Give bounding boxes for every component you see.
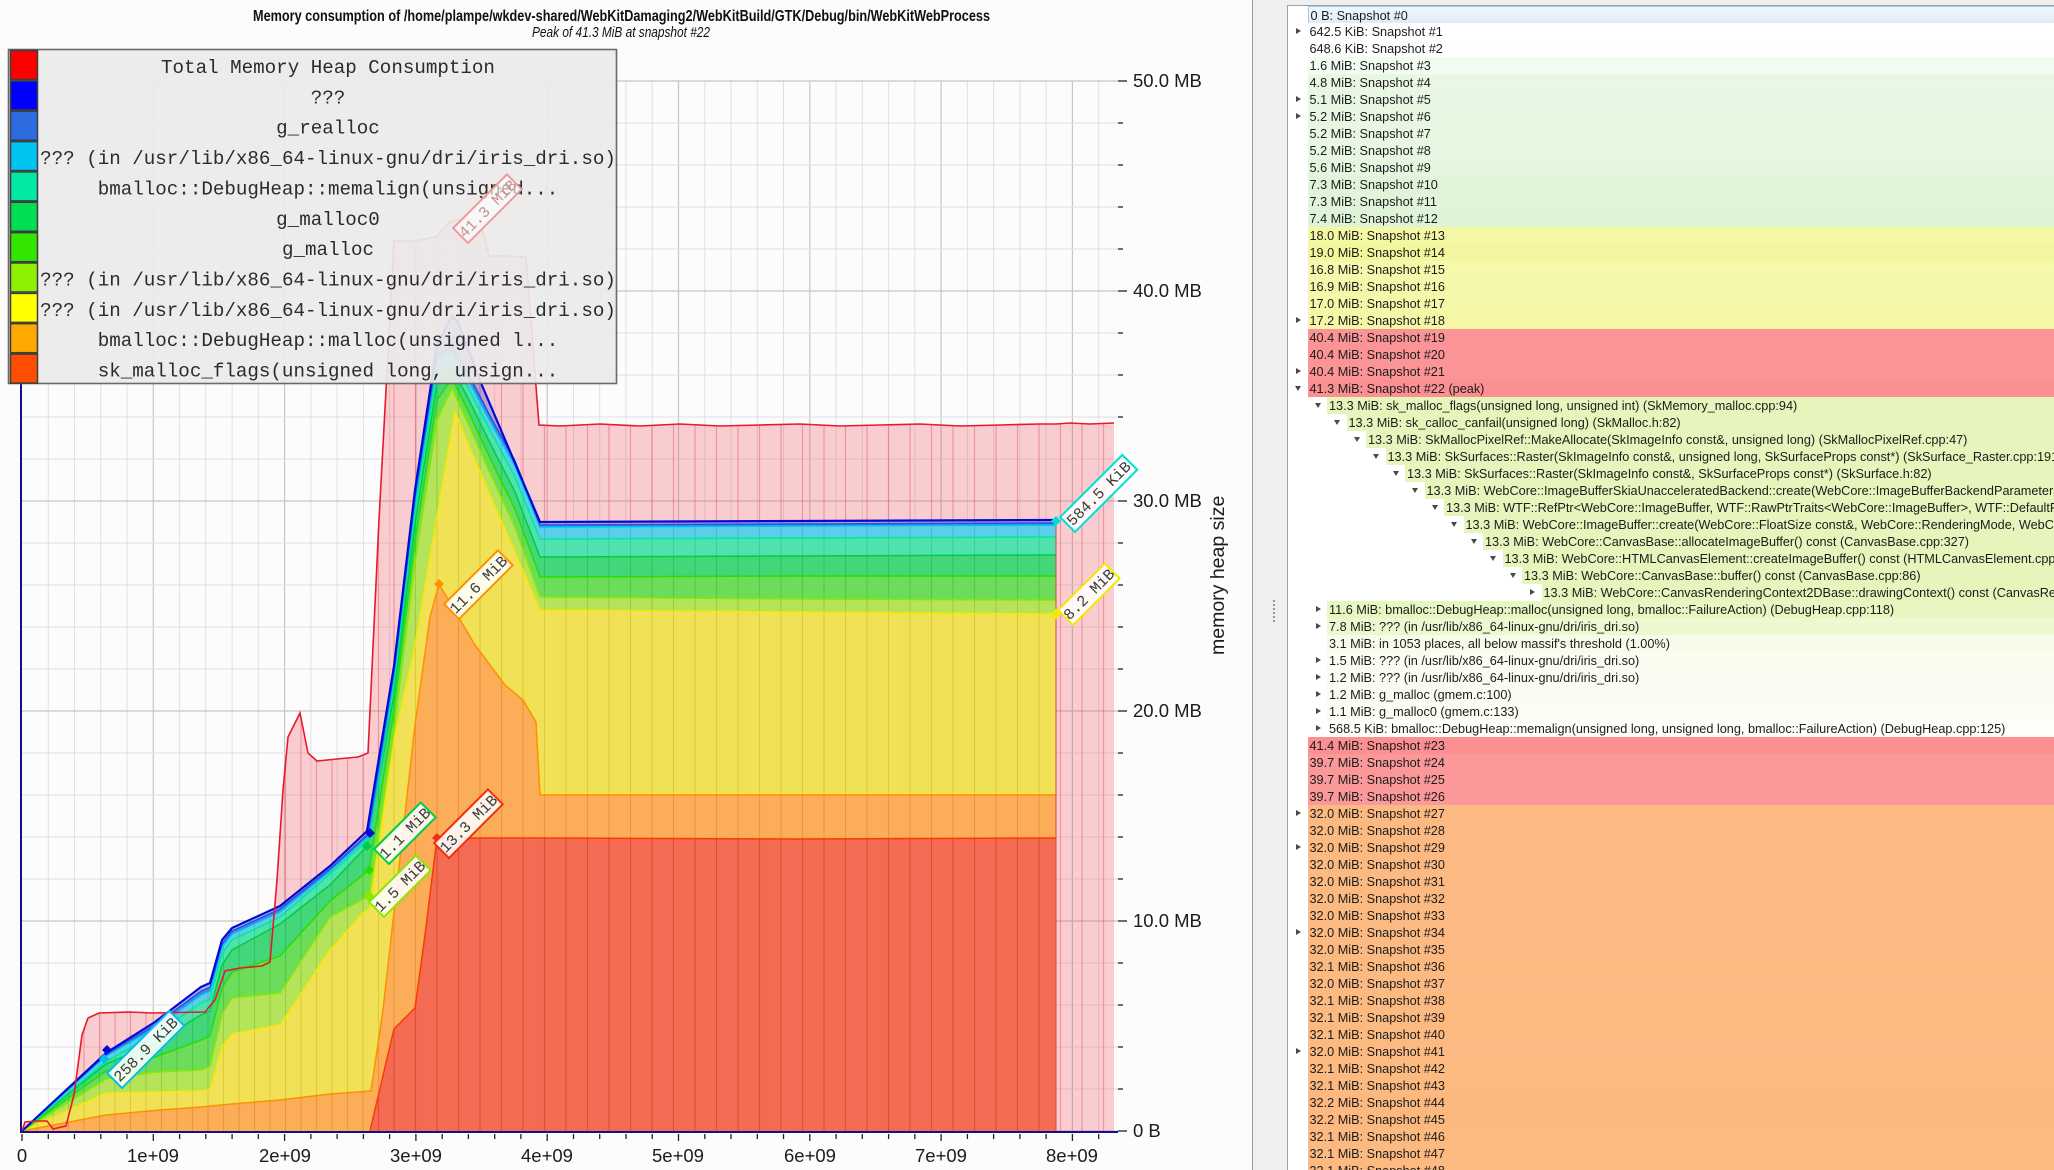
svg-text:??? (in /usr/lib/x86_64-linux-: ??? (in /usr/lib/x86_64-linux-gnu/dri/ir… [40,300,616,322]
svg-text:???: ??? [311,87,346,109]
svg-text:40.0 MB: 40.0 MB [1133,280,1202,301]
svg-text:1e+09: 1e+09 [127,1145,179,1166]
svg-text:bmalloc::DebugHeap::memalign(u: bmalloc::DebugHeap::memalign(unsigned... [98,178,559,200]
svg-text:??? (in /usr/lib/x86_64-linux-: ??? (in /usr/lib/x86_64-linux-gnu/dri/ir… [40,270,616,292]
svg-text:Peak of 41.3 MiB at snapshot #: Peak of 41.3 MiB at snapshot #22 [532,25,710,41]
svg-text:8e+09: 8e+09 [1046,1145,1098,1166]
svg-text:5e+09: 5e+09 [652,1145,704,1166]
svg-text:sk_malloc_flags(unsigned long,: sk_malloc_flags(unsigned long, unsign... [98,361,559,383]
svg-text:2e+09: 2e+09 [259,1145,311,1166]
svg-text:30.0 MB: 30.0 MB [1133,490,1202,511]
svg-text:Memory consumption of /home/pl: Memory consumption of /home/plampe/wkdev… [253,8,990,25]
svg-text:memory heap size: memory heap size [1207,496,1229,655]
svg-text:3e+09: 3e+09 [390,1145,442,1166]
svg-text:0 B: 0 B [1133,1120,1161,1141]
svg-text:10.0 MB: 10.0 MB [1133,910,1202,931]
svg-text:Total Memory Heap Consumption: Total Memory Heap Consumption [161,57,495,79]
svg-text:50.0 MB: 50.0 MB [1133,70,1202,91]
svg-text:7e+09: 7e+09 [915,1145,967,1166]
svg-text:g_realloc: g_realloc [276,118,380,140]
svg-text:g_malloc0: g_malloc0 [276,209,380,231]
svg-text:6e+09: 6e+09 [784,1145,836,1166]
svg-text:g_malloc: g_malloc [282,239,374,261]
svg-text:bmalloc::DebugHeap::malloc(uns: bmalloc::DebugHeap::malloc(unsigned l... [98,330,559,352]
svg-text:??? (in /usr/lib/x86_64-linux-: ??? (in /usr/lib/x86_64-linux-gnu/dri/ir… [40,148,616,170]
svg-text:4e+09: 4e+09 [521,1145,573,1166]
svg-text:0: 0 [17,1145,27,1166]
svg-text:20.0 MB: 20.0 MB [1133,700,1202,721]
